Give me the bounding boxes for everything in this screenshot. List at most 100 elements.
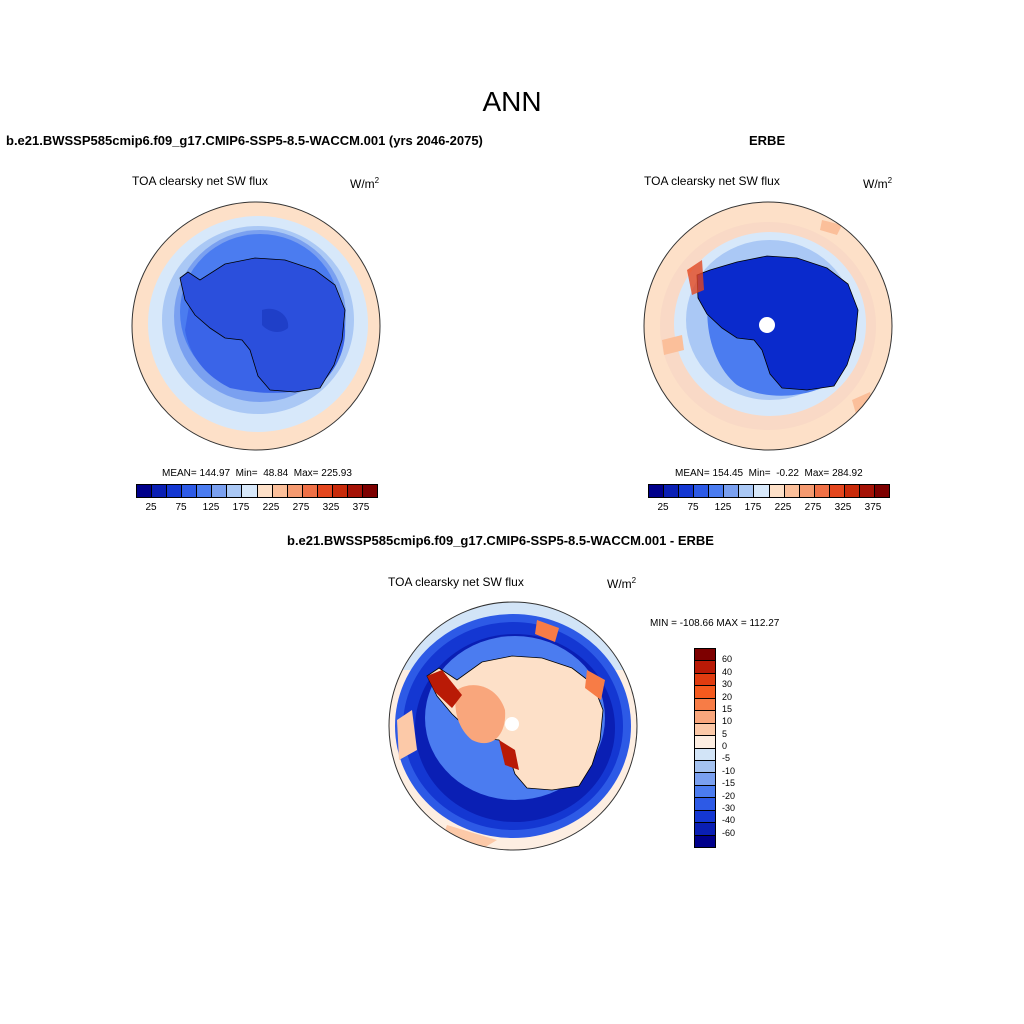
colorbar-swatch xyxy=(664,485,680,497)
main-title: ANN xyxy=(482,86,542,117)
model-colorbar xyxy=(136,484,378,498)
colorbar-tick-label: 125 xyxy=(714,502,732,513)
colorbar-tick-label: 275 xyxy=(292,502,310,513)
colorbar-label: 10 xyxy=(722,716,733,727)
diff-panel-title: b.e21.BWSSP585cmip6.f09_g17.CMIP6-SSP5-8… xyxy=(287,533,714,548)
colorbar-swatch xyxy=(695,698,715,712)
obs-colorbar xyxy=(648,484,890,498)
colorbar-tick-label: 175 xyxy=(744,502,762,513)
colorbar-swatch xyxy=(814,485,830,497)
diff-units: W/m2 xyxy=(607,576,637,591)
colorbar-swatch xyxy=(152,485,168,497)
model-colorbar-ticks: 25 75 125 175 225 275 325 375 xyxy=(136,502,376,516)
colorbar-swatch xyxy=(695,661,715,674)
colorbar-swatch xyxy=(754,485,770,497)
colorbar-tick-label: 75 xyxy=(687,502,699,513)
obs-stats: MEAN= 154.45 Min= -0.22 Max= 284.92 xyxy=(675,468,863,479)
colorbar-swatch xyxy=(859,485,875,497)
colorbar-swatch xyxy=(695,773,715,786)
colorbar-label: -20 xyxy=(722,790,736,801)
colorbar-tick-label: 375 xyxy=(352,502,370,513)
colorbar-swatch xyxy=(695,673,715,687)
colorbar-tick-label: 225 xyxy=(774,502,792,513)
colorbar-swatch xyxy=(695,723,715,737)
colorbar-label: 40 xyxy=(722,666,733,677)
colorbar-swatch xyxy=(695,711,715,724)
colorbar-swatch xyxy=(695,649,715,662)
colorbar-swatch xyxy=(709,485,725,497)
colorbar-tick-label: 75 xyxy=(175,502,187,513)
colorbar-swatch xyxy=(799,485,815,497)
colorbar-swatch xyxy=(844,485,860,497)
colorbar-swatch xyxy=(182,485,198,497)
colorbar-swatch xyxy=(362,485,377,497)
model-variable-label: TOA clearsky net SW flux xyxy=(132,174,268,188)
diff-variable-label: TOA clearsky net SW flux xyxy=(388,575,524,589)
model-polar-map xyxy=(131,201,381,451)
model-panel-title: b.e21.BWSSP585cmip6.f09_g17.CMIP6-SSP5-8… xyxy=(6,133,483,148)
model-stats: MEAN= 144.97 Min= 48.84 Max= 225.93 xyxy=(162,468,352,479)
colorbar-tick-label: 325 xyxy=(834,502,852,513)
colorbar-label: -15 xyxy=(722,778,736,789)
diff-colorbar-labels: 60 40 30 20 15 10 5 0 -5 -10 -15 -20 -30 -40 -60 xyxy=(722,648,762,846)
colorbar-tick-label: 175 xyxy=(232,502,250,513)
obs-panel-title: ERBE xyxy=(749,133,786,148)
colorbar-swatch xyxy=(695,785,715,799)
colorbar-label: -5 xyxy=(722,753,731,764)
colorbar-swatch xyxy=(167,485,183,497)
colorbar-swatch xyxy=(137,485,153,497)
obs-polar-map xyxy=(643,201,893,451)
colorbar-swatch xyxy=(695,686,715,699)
colorbar-swatch xyxy=(649,485,665,497)
colorbar-swatch xyxy=(695,736,715,749)
colorbar-tick-label: 325 xyxy=(322,502,340,513)
colorbar-label: 60 xyxy=(722,654,733,665)
colorbar-swatch xyxy=(242,485,258,497)
colorbar-swatch xyxy=(784,485,800,497)
colorbar-label: -30 xyxy=(722,802,736,813)
colorbar-label: -60 xyxy=(722,827,736,838)
colorbar-swatch xyxy=(257,485,273,497)
colorbar-swatch xyxy=(227,485,243,497)
colorbar-tick-label: 275 xyxy=(804,502,822,513)
colorbar-tick-label: 375 xyxy=(864,502,882,513)
obs-units: W/m2 xyxy=(863,176,893,191)
colorbar-swatch xyxy=(739,485,755,497)
model-units: W/m2 xyxy=(350,176,380,191)
colorbar-swatch xyxy=(197,485,213,497)
obs-colorbar-ticks: 25 75 125 175 225 275 325 375 xyxy=(648,502,888,516)
colorbar-swatch xyxy=(317,485,333,497)
colorbar-tick-label: 225 xyxy=(262,502,280,513)
colorbar-label: 5 xyxy=(722,728,728,739)
colorbar-swatch xyxy=(212,485,228,497)
colorbar-swatch xyxy=(874,485,889,497)
colorbar-tick-label: 25 xyxy=(145,502,157,513)
colorbar-tick-label: 125 xyxy=(202,502,220,513)
colorbar-swatch xyxy=(287,485,303,497)
colorbar-swatch xyxy=(724,485,740,497)
colorbar-tick-label: 25 xyxy=(657,502,669,513)
colorbar-label: -10 xyxy=(722,765,736,776)
colorbar-swatch xyxy=(695,810,715,824)
colorbar-swatch xyxy=(695,798,715,811)
colorbar-swatch xyxy=(769,485,785,497)
colorbar-label: 20 xyxy=(722,691,733,702)
colorbar-swatch xyxy=(695,823,715,836)
colorbar-swatch xyxy=(272,485,288,497)
antarctica-coastline xyxy=(696,255,859,391)
diff-minmax: MIN = -108.66 MAX = 112.27 xyxy=(650,618,780,629)
colorbar-swatch xyxy=(302,485,318,497)
colorbar-swatch xyxy=(695,748,715,761)
colorbar-swatch xyxy=(332,485,348,497)
colorbar-label: -40 xyxy=(722,815,736,826)
colorbar-swatch xyxy=(695,760,715,774)
colorbar-label: 15 xyxy=(722,703,733,714)
colorbar-swatch xyxy=(694,485,710,497)
colorbar-swatch xyxy=(829,485,845,497)
diff-polar-map xyxy=(388,601,638,851)
colorbar-label: 30 xyxy=(722,679,733,690)
colorbar-swatch xyxy=(695,835,715,847)
obs-variable-label: TOA clearsky net SW flux xyxy=(644,174,780,188)
colorbar-label: 0 xyxy=(722,741,728,751)
colorbar-swatch xyxy=(347,485,363,497)
